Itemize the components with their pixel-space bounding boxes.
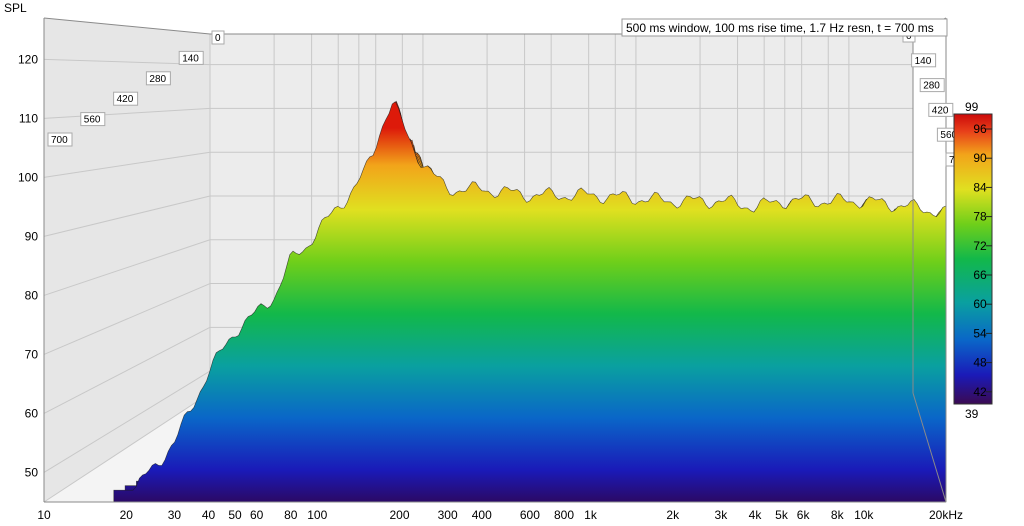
x-tick-label: 600	[520, 508, 540, 522]
x-tick-label: 20	[120, 508, 134, 522]
y-tick-label: 100	[18, 170, 38, 184]
y-tick-label: 110	[19, 111, 38, 125]
x-tick-label: 8k	[831, 508, 845, 522]
x-axis-ticks: 10 20 30 40 50 60 80 100 200 300 400 600 800 1k 2k 3k 4k…	[37, 508, 963, 522]
time-tick-label: 140	[182, 53, 199, 64]
color-scale-min: 39	[965, 407, 979, 421]
color-scale-tick-label: 66	[973, 268, 987, 282]
time-tick-label: 140	[915, 56, 932, 67]
chart-title-box: 500 ms window, 100 ms rise time, 1.7 Hz …	[622, 19, 947, 36]
x-tick-label: 2k	[666, 508, 680, 522]
time-tick-label: 0	[215, 33, 221, 44]
x-tick-label: 50	[228, 508, 242, 522]
time-tick-label: 280	[923, 81, 940, 92]
y-axis-ticks: 50 60 70 80 90 100 110 120	[18, 52, 38, 479]
x-tick-label: 800	[554, 508, 574, 522]
color-scale-legend: 99 39 96 90 84 78 72 66 60 54 48 42	[954, 100, 992, 421]
x-tick-label: 40	[202, 508, 216, 522]
x-tick-label: 300	[438, 508, 458, 522]
y-tick-label: 80	[25, 288, 39, 302]
color-scale-tick-label: 72	[973, 239, 987, 253]
x-tick-label: 1k	[584, 508, 598, 522]
y-tick-label: 50	[25, 465, 39, 479]
time-tick-label: 280	[149, 74, 166, 85]
x-tick-label: 10k	[854, 508, 874, 522]
color-scale-tick-label: 78	[973, 210, 987, 224]
color-scale-tick-label: 60	[973, 297, 987, 311]
x-tick-label: 20kHz	[929, 508, 963, 522]
color-scale-max: 99	[965, 100, 979, 114]
x-tick-label: 6k	[797, 508, 811, 522]
x-tick-label: 400	[472, 508, 492, 522]
x-tick-label: 5k	[775, 508, 789, 522]
color-scale-tick-label: 54	[973, 326, 987, 340]
chart-title: 500 ms window, 100 ms rise time, 1.7 Hz …	[626, 21, 934, 35]
y-tick-label: 60	[25, 406, 39, 420]
y-tick-label: 90	[25, 229, 39, 243]
x-tick-label: 4k	[749, 508, 763, 522]
color-scale-tick-label: 84	[973, 180, 987, 194]
x-tick-label: 30	[168, 508, 182, 522]
x-tick-label: 200	[389, 508, 409, 522]
color-scale-tick-label: 90	[973, 151, 987, 165]
time-tick-label: 560	[84, 115, 101, 126]
color-scale-tick-label: 96	[973, 122, 987, 136]
y-axis-label: SPL	[4, 1, 27, 15]
x-tick-label: 80	[284, 508, 298, 522]
time-tick-label: 420	[117, 94, 134, 105]
x-tick-label: 10	[37, 508, 51, 522]
x-tick-label: 3k	[715, 508, 729, 522]
time-tick-label: 420	[932, 105, 949, 116]
time-tick-label: 700	[51, 135, 68, 146]
color-scale-tick-label: 42	[973, 385, 987, 399]
color-scale-tick-label: 48	[973, 356, 987, 370]
y-tick-label: 70	[25, 347, 39, 361]
y-tick-label: 120	[18, 52, 38, 66]
x-tick-label: 60	[250, 508, 264, 522]
x-tick-label: 100	[307, 508, 327, 522]
